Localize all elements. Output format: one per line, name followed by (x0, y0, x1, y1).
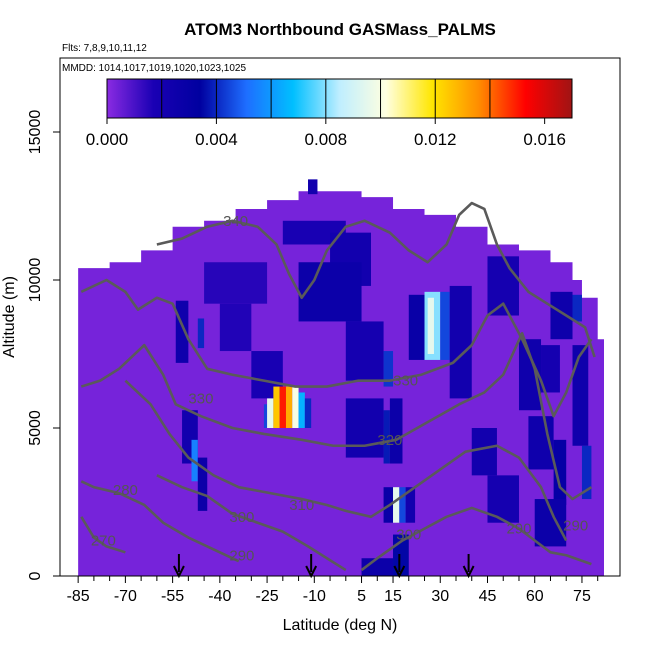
heatmap-cell (273, 386, 280, 428)
x-axis-label: Latitude (deg N) (283, 617, 398, 634)
heatmap-cell (572, 345, 589, 446)
heatmap-cell (308, 179, 318, 195)
heatmap-cell (389, 398, 403, 464)
contour-line-340 (156, 201, 596, 358)
heatmap-cell (263, 404, 268, 428)
heatmap-cell (581, 445, 592, 500)
contour-layer: 340 330 320 310 300 300 280 270 290 290 290 330 (80, 201, 596, 572)
y-tick-label: 5000 (27, 410, 44, 446)
x-axis: -85 -70 -55 -40 -25 -10 5 15 30 45 60 75 (67, 576, 599, 605)
contour-label: 280 (113, 482, 138, 499)
contour-label: 290 (506, 521, 531, 538)
contour-line-280 (80, 480, 240, 563)
heatmap-cell (298, 392, 305, 428)
heatmap-cell (219, 303, 252, 352)
heatmap-cell (449, 285, 472, 399)
dates-subtitle: MMDD: 1014,1017,1019,1020,1023,1025 (62, 63, 246, 74)
colorbar-ticks: 0.000 0.004 0.008 0.012 0.016 (86, 79, 566, 149)
x-tick-label: 15 (384, 588, 402, 605)
x-tick-label: -70 (114, 588, 137, 605)
contour-label: 290 (229, 547, 254, 564)
heatmap-cell (292, 386, 299, 428)
heatmap-cell (427, 297, 434, 354)
colorbar-tick-label: 0.012 (414, 130, 457, 149)
x-tick-label: -40 (208, 588, 231, 605)
flights-subtitle: Flts: 7,8,9,10,11,12 (62, 43, 147, 54)
contour-line-300 (156, 474, 347, 572)
heatmap-cell (471, 428, 497, 476)
heatmap-cell (405, 487, 416, 523)
contour-line-320 (80, 331, 593, 501)
heatmap-cell (393, 487, 400, 523)
chart-title: ATOM3 Northbound GASMass_PALMS (184, 20, 496, 39)
heatmap-cell (204, 262, 268, 304)
contour-line-300 (360, 506, 592, 572)
heatmap-cell (408, 294, 425, 360)
y-tick-label: 10000 (27, 258, 44, 303)
contour-label: 320 (377, 432, 402, 449)
colorbar-tick-label: 0.004 (195, 130, 238, 149)
contour-line-310 (124, 379, 568, 542)
heatmap-cell (572, 294, 582, 322)
contour-label: 290 (563, 518, 588, 535)
x-tick-label: -25 (256, 588, 279, 605)
x-tick-label: -55 (161, 588, 184, 605)
contour-label: 330 (188, 390, 213, 407)
colorbar-tick-label: 0.016 (523, 130, 566, 149)
y-axis: 0 5000 10000 15000 (27, 110, 60, 580)
colorbar: 0.000 0.004 0.008 0.012 0.016 (86, 78, 573, 149)
contour-label: 330 (393, 373, 418, 390)
contour-label: 270 (91, 532, 116, 549)
heatmap-cell (279, 386, 286, 428)
plot-frame (59, 57, 621, 577)
y-tick-label: 15000 (27, 110, 44, 155)
y-axis-label: Altitude (m) (1, 276, 18, 358)
y-tick-label: 0 (27, 571, 44, 580)
heatmap-cell (197, 457, 208, 511)
contour-label: 340 (223, 213, 248, 230)
heatmap-cell (304, 398, 312, 428)
x-tick-label: 5 (357, 588, 366, 605)
heatmap-cell (345, 398, 384, 458)
heatmap-cell (550, 291, 573, 340)
x-tick-label: -10 (303, 588, 326, 605)
contour-label: 300 (229, 509, 254, 526)
x-tick-label: 60 (526, 588, 544, 605)
colorbar-tick-label: 0.000 (86, 130, 129, 149)
heatmap-cell (399, 487, 406, 523)
heatmap-cell (383, 410, 390, 464)
heatmap-cell (285, 386, 293, 428)
x-tick-label: -85 (67, 588, 90, 605)
contour-line-270 (80, 516, 126, 554)
heatmap-cell (440, 291, 450, 360)
x-tick-label: 30 (431, 588, 449, 605)
colorbar-tick-label: 0.008 (305, 130, 348, 149)
heatmap-cell (518, 339, 542, 411)
heatmap-cell (541, 345, 560, 393)
heatmap-cell (267, 398, 274, 428)
contour-line-330 (80, 278, 593, 418)
heatmap-cell (345, 321, 384, 381)
x-tick-label: 45 (479, 588, 497, 605)
colorbar-gradient (106, 78, 573, 119)
heatmap-cell (487, 256, 519, 316)
heatmap-cell (197, 318, 205, 349)
x-tick-label: 75 (573, 588, 591, 605)
contour-label: 300 (396, 527, 421, 544)
contour-label: 310 (289, 497, 314, 514)
heatmap-cell (298, 262, 362, 322)
heatmap-cell (383, 351, 394, 387)
